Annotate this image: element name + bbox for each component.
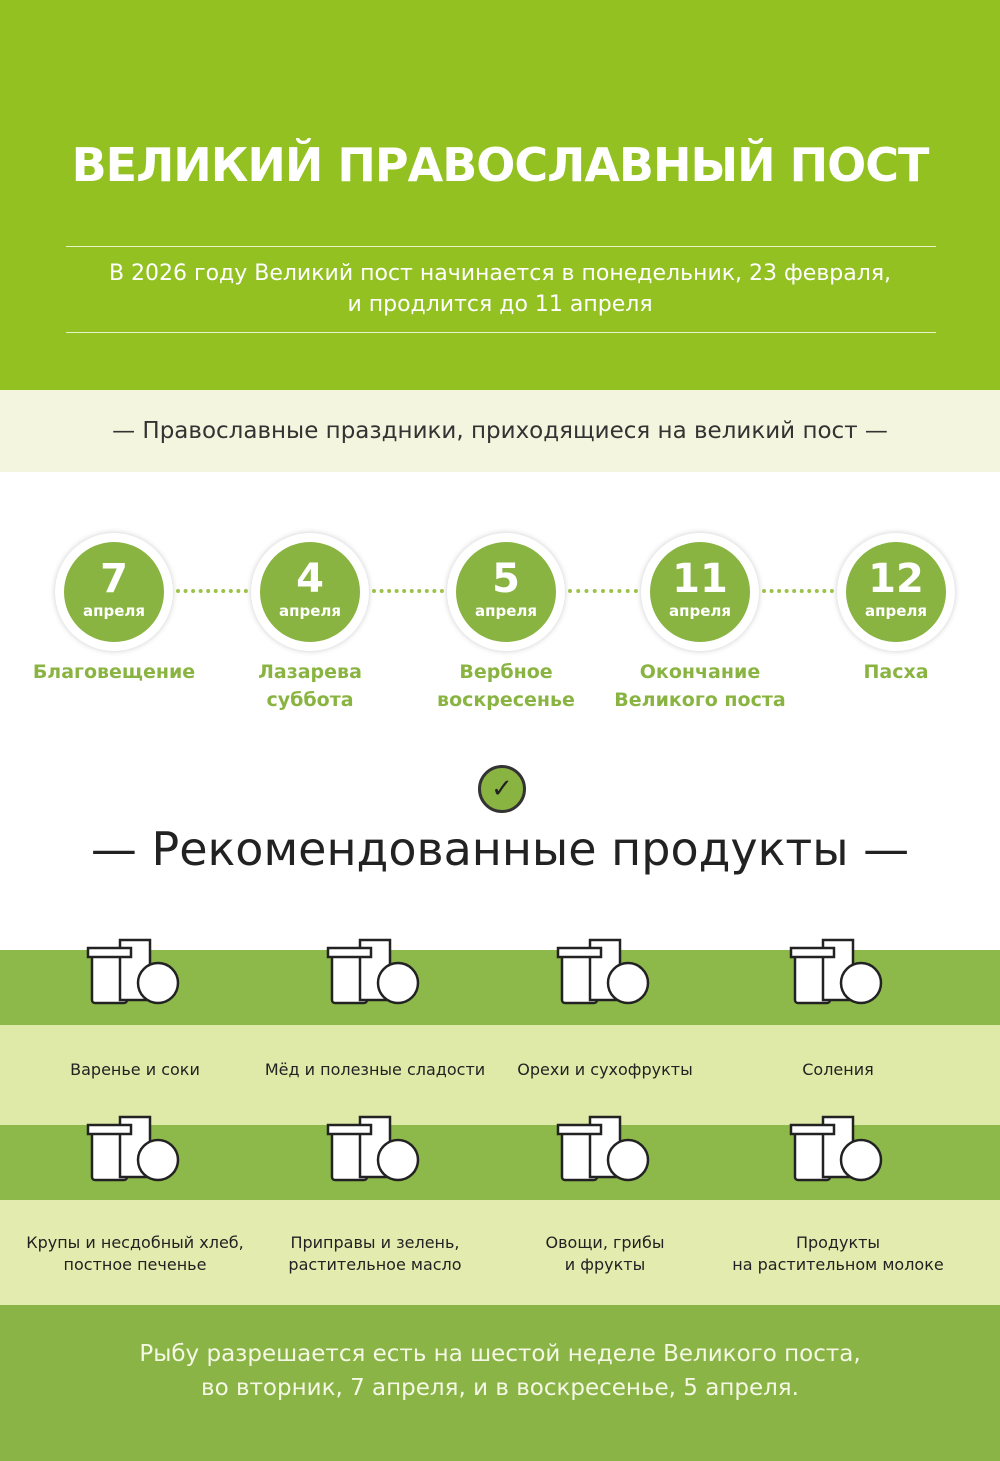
- product-label-line: Приправы и зелень,: [290, 1233, 460, 1252]
- holiday-name: Окончание Великого поста: [600, 658, 800, 714]
- connector-dots: [568, 589, 638, 593]
- product-label: Овощи, грибы и фрукты: [480, 1232, 730, 1276]
- footer-line: во вторник, 7 апреля, и в воскресенье, 5…: [201, 1375, 799, 1401]
- holiday-name-line: Окончание: [639, 661, 761, 683]
- nuts-icon: [556, 938, 650, 1005]
- holiday-name: Благовещение: [14, 658, 214, 686]
- holiday-name: Пасха: [796, 658, 996, 686]
- holiday-month: апреля: [668, 602, 731, 620]
- honey-icon: [326, 938, 420, 1005]
- product-label: Мёд и полезные сладости: [250, 1059, 500, 1081]
- connector-dots: [762, 589, 834, 593]
- holiday-month: апреля: [82, 602, 145, 620]
- product-label-line: Крупы и несдобный хлеб,: [26, 1233, 244, 1252]
- jam-juice-icon: [86, 938, 180, 1005]
- band: [0, 1025, 1000, 1125]
- holiday-day: 5: [492, 556, 520, 602]
- product-label-line: растительное масло: [288, 1255, 462, 1274]
- holiday-day: 7: [100, 556, 128, 602]
- check-icon: ✓: [478, 765, 526, 813]
- subtitle: В 2026 году Великий пост начинается в по…: [0, 258, 1000, 320]
- holidays-heading-band: — Православные праздники, приходящиеся н…: [0, 390, 1000, 472]
- holiday-date-badge: 7 апреля: [55, 533, 173, 651]
- holiday-date-badge: 4 апреля: [251, 533, 369, 651]
- vegetables-icon: [556, 1115, 650, 1182]
- holiday-day: 11: [672, 556, 728, 602]
- holiday-name-line: Великого поста: [614, 689, 786, 711]
- header: ВЕЛИКИЙ ПРАВОСЛАВНЫЙ ПОСТ В 2026 году Ве…: [0, 0, 1000, 390]
- product-label-line: и фрукты: [564, 1255, 646, 1274]
- divider: [66, 246, 936, 247]
- band: [0, 1200, 1000, 1305]
- subtitle-line: В 2026 году Великий пост начинается в по…: [108, 261, 892, 286]
- holiday-name: Вербное воскресенье: [406, 658, 606, 714]
- holiday-day: 12: [868, 556, 924, 602]
- spices-oil-icon: [326, 1115, 420, 1182]
- product-label-line: Варенье и соки: [70, 1060, 200, 1079]
- holiday-name-line: Благовещение: [32, 661, 196, 683]
- product-label-line: Овощи, грибы: [545, 1233, 665, 1252]
- holiday-name-line: Пасха: [863, 661, 929, 683]
- product-label-line: Соления: [802, 1060, 874, 1079]
- product-label: Крупы и несдобный хлеб, постное печенье: [10, 1232, 260, 1276]
- holiday-name-line: суббота: [266, 689, 354, 711]
- page-title: ВЕЛИКИЙ ПРАВОСЛАВНЫЙ ПОСТ: [71, 138, 930, 192]
- holiday-name: Лазарева суббота: [210, 658, 410, 714]
- product-label: Орехи и сухофрукты: [480, 1059, 730, 1081]
- holiday-date-badge: 11 апреля: [641, 533, 759, 651]
- holiday-date-badge: 12 апреля: [837, 533, 955, 651]
- plant-milk-icon: [789, 1115, 883, 1182]
- footer-note: Рыбу разрешается есть на шестой неделе В…: [0, 1305, 1000, 1461]
- bread-icon: [86, 1115, 180, 1182]
- product-label-line: Продукты: [795, 1233, 881, 1252]
- products-heading: — Рекомендованные продукты —: [90, 822, 910, 876]
- divider: [66, 332, 936, 333]
- connector-dots: [176, 589, 248, 593]
- holiday-month: апреля: [474, 602, 537, 620]
- product-label: Продукты на растительном молоке: [713, 1232, 963, 1276]
- connector-dots: [372, 589, 444, 593]
- product-label-line: Орехи и сухофрукты: [517, 1060, 693, 1079]
- holiday-name-line: Лазарева: [258, 661, 362, 683]
- holiday-date-badge: 5 апреля: [447, 533, 565, 651]
- product-label: Приправы и зелень, растительное масло: [250, 1232, 500, 1276]
- footer-line: Рыбу разрешается есть на шестой неделе В…: [139, 1341, 861, 1367]
- product-label: Варенье и соки: [10, 1059, 260, 1081]
- product-label-line: на растительном молоке: [732, 1255, 944, 1274]
- product-label-line: Мёд и полезные сладости: [264, 1060, 486, 1079]
- product-label: Соления: [713, 1059, 963, 1081]
- holiday-name-line: воскресенье: [437, 689, 575, 711]
- holiday-month: апреля: [864, 602, 927, 620]
- holiday-day: 4: [296, 556, 324, 602]
- holiday-name-line: Вербное: [459, 661, 553, 683]
- subtitle-line: и продлится до 11 апреля: [347, 292, 653, 317]
- holiday-month: апреля: [278, 602, 341, 620]
- pickles-icon: [789, 938, 883, 1005]
- product-label-line: постное печенье: [63, 1255, 207, 1274]
- holidays-heading: — Православные праздники, приходящиеся н…: [112, 418, 888, 444]
